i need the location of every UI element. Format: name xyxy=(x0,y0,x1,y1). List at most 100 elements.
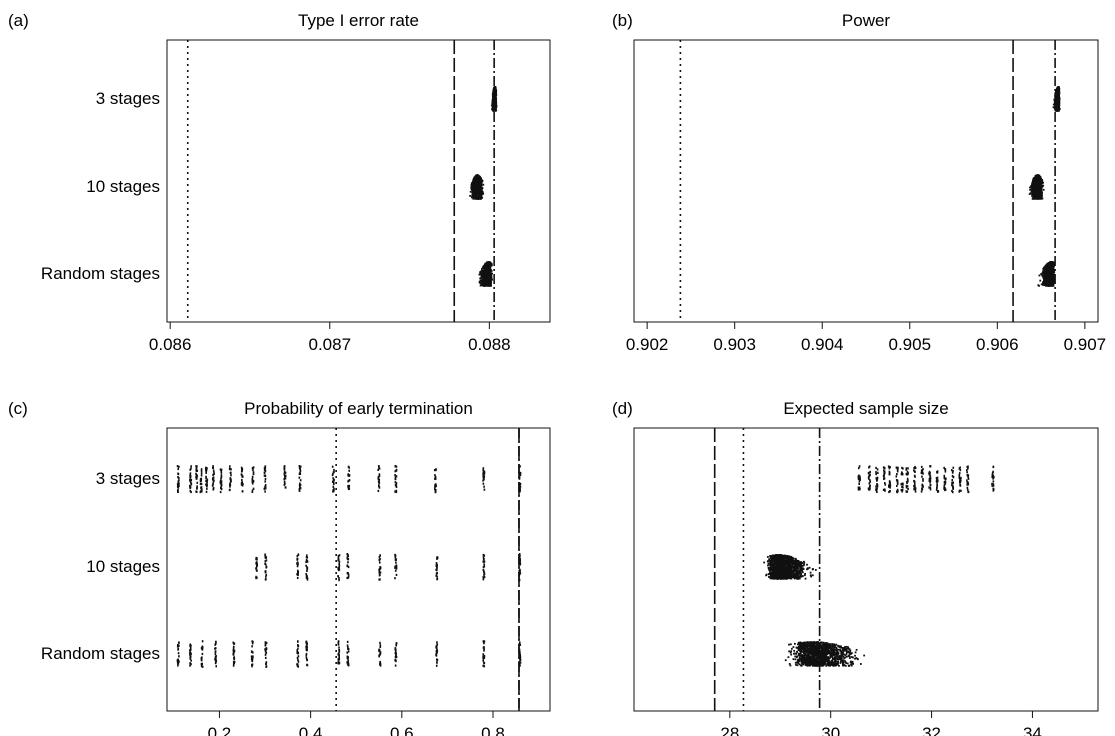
data-point xyxy=(477,191,480,194)
data-point xyxy=(482,192,485,195)
data-point xyxy=(481,187,484,189)
series-1 xyxy=(1052,86,1061,112)
data-point xyxy=(1036,194,1039,197)
x-tick-label: 0.088 xyxy=(468,335,511,354)
data-point xyxy=(1054,109,1057,112)
data-point xyxy=(1040,189,1043,191)
data-point xyxy=(475,180,477,183)
data-point xyxy=(480,180,483,182)
data-point xyxy=(493,90,496,92)
data-point xyxy=(483,265,486,268)
data-point xyxy=(477,188,480,191)
data-point xyxy=(1037,176,1040,179)
series-3 xyxy=(1037,261,1056,287)
data-point xyxy=(1037,181,1040,184)
data-point xyxy=(479,271,482,273)
data-point xyxy=(479,187,482,190)
category-label: 3 stages xyxy=(96,89,160,108)
data-point xyxy=(487,262,490,264)
data-point xyxy=(1030,185,1033,187)
data-point xyxy=(1041,182,1043,184)
data-point xyxy=(494,102,497,104)
data-point xyxy=(489,262,492,264)
data-point xyxy=(484,264,487,266)
data-point xyxy=(494,88,497,91)
data-point xyxy=(1052,103,1055,106)
data-point xyxy=(482,272,484,275)
data-point xyxy=(1034,192,1037,194)
data-point xyxy=(1040,178,1042,181)
data-point xyxy=(1037,183,1040,185)
data-point xyxy=(482,270,485,273)
data-point xyxy=(490,280,493,283)
data-point xyxy=(494,97,497,100)
data-point xyxy=(1035,197,1038,199)
data-point xyxy=(473,177,475,180)
data-point xyxy=(473,187,475,189)
data-point xyxy=(480,179,483,181)
data-point xyxy=(1033,197,1036,200)
data-point xyxy=(1036,192,1039,195)
data-point xyxy=(488,279,491,282)
data-point xyxy=(493,104,496,107)
data-point xyxy=(480,270,483,273)
data-point xyxy=(1039,197,1042,200)
data-point xyxy=(482,266,484,269)
data-point xyxy=(1032,178,1035,181)
data-point xyxy=(474,189,477,192)
data-point xyxy=(1057,100,1060,103)
data-point xyxy=(1041,192,1043,194)
data-point xyxy=(486,267,489,270)
data-point xyxy=(475,179,477,181)
data-point xyxy=(1039,194,1042,197)
data-point xyxy=(472,193,475,196)
data-point xyxy=(1032,185,1035,188)
data-point xyxy=(479,176,482,179)
data-point xyxy=(1055,102,1058,105)
data-point xyxy=(1039,192,1041,195)
data-point xyxy=(490,275,493,278)
x-tick-label: 0.903 xyxy=(713,335,756,354)
chart-title: Type I error rate xyxy=(298,11,419,30)
data-point xyxy=(492,96,495,99)
data-point xyxy=(480,181,483,183)
data-point xyxy=(1033,186,1036,189)
data-point xyxy=(1052,106,1055,109)
data-point xyxy=(1054,101,1057,104)
data-point xyxy=(479,194,481,197)
data-point xyxy=(492,107,495,110)
series-3 xyxy=(478,261,494,287)
data-point xyxy=(490,277,493,279)
data-point xyxy=(1031,182,1033,185)
data-point xyxy=(488,283,490,286)
data-point xyxy=(480,190,483,193)
data-point xyxy=(481,191,484,194)
data-point xyxy=(492,91,495,93)
data-point xyxy=(480,191,482,194)
data-point xyxy=(1042,181,1044,184)
data-point xyxy=(1056,98,1059,100)
data-point xyxy=(1036,182,1039,185)
data-point xyxy=(488,271,491,274)
data-point xyxy=(1033,183,1035,186)
data-point xyxy=(472,190,474,192)
data-point xyxy=(480,277,483,279)
data-point xyxy=(493,93,496,96)
data-point xyxy=(483,273,486,276)
data-point xyxy=(1041,197,1044,200)
data-point xyxy=(1035,184,1038,187)
data-point xyxy=(475,174,478,177)
data-point xyxy=(487,267,490,270)
data-point xyxy=(1053,106,1056,109)
data-point xyxy=(479,277,482,280)
data-point xyxy=(476,174,479,177)
data-point xyxy=(477,176,480,178)
data-point xyxy=(1040,193,1043,195)
data-point xyxy=(1040,194,1043,197)
data-point xyxy=(1057,95,1060,98)
data-point xyxy=(478,178,480,181)
data-point xyxy=(1057,88,1060,91)
data-point xyxy=(1034,193,1037,196)
data-point xyxy=(480,274,483,276)
data-point xyxy=(1057,86,1060,89)
